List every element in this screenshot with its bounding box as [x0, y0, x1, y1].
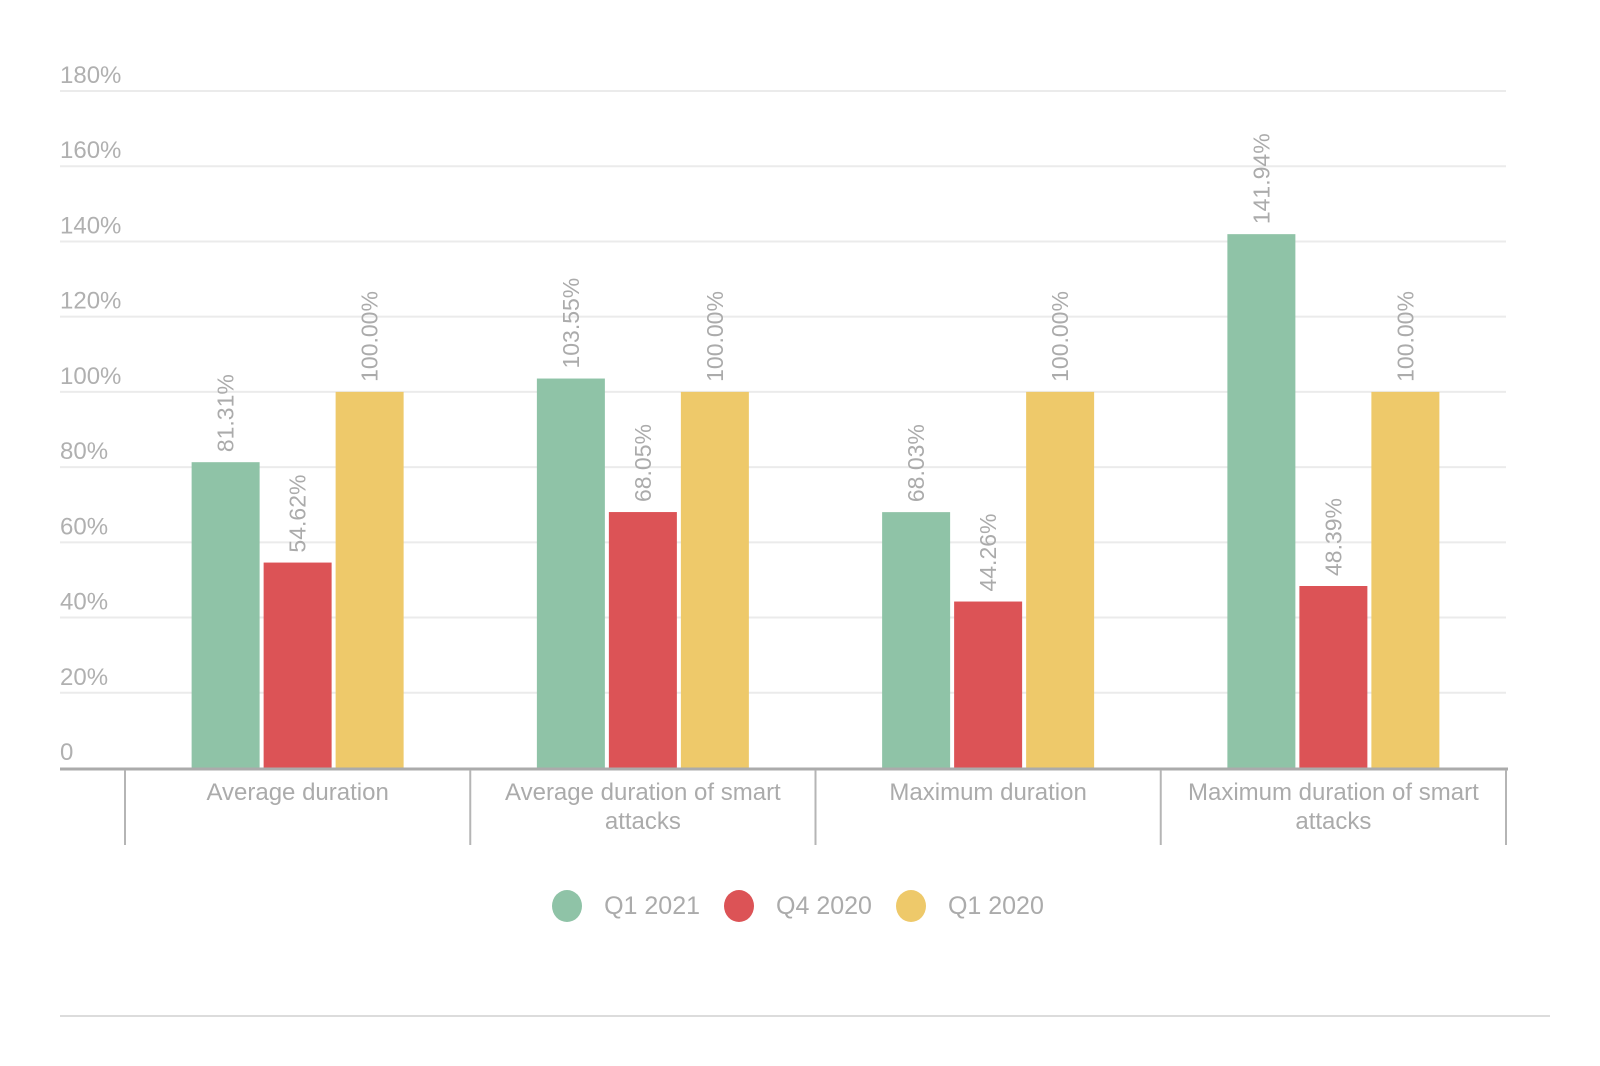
- bottom-divider: [60, 1015, 1550, 1017]
- legend-item-q1-2021[interactable]: Q1 2021: [552, 890, 700, 922]
- data-label: 68.05%: [630, 424, 656, 502]
- data-label: 68.03%: [903, 424, 929, 502]
- legend-label: Q1 2021: [604, 891, 701, 920]
- x-category-label: Average duration: [206, 779, 388, 806]
- bar: [1299, 585, 1368, 768]
- legend-swatch-q1-2020: [895, 890, 926, 922]
- y-tick-label: 0: [60, 739, 73, 766]
- data-label: 48.39%: [1320, 498, 1346, 576]
- y-tick-label: 40%: [60, 589, 108, 616]
- bar: [191, 462, 260, 768]
- x-category-label: Maximum duration: [889, 779, 1086, 806]
- y-tick-label: 100%: [60, 363, 121, 390]
- data-label: 44.26%: [975, 514, 1001, 592]
- y-tick-label: 120%: [60, 288, 121, 315]
- bar: [335, 391, 404, 768]
- x-category-label: Maximum duration of smart: [1188, 779, 1479, 806]
- x-category-label: Average duration of smart: [505, 779, 781, 806]
- legend: Q1 2021 Q4 2020 Q1 2020: [0, 890, 1600, 922]
- bar: [263, 562, 332, 768]
- bar: [680, 391, 749, 768]
- bar: [1026, 391, 1095, 768]
- data-label: 54.62%: [285, 475, 311, 553]
- y-tick-label: 160%: [60, 137, 121, 164]
- data-label: 103.55%: [558, 278, 584, 369]
- legend-item-q4-2020[interactable]: Q4 2020: [724, 890, 872, 922]
- data-label: 100.00%: [702, 291, 728, 382]
- data-label: 100.00%: [357, 291, 383, 382]
- data-label: 100.00%: [1047, 291, 1073, 382]
- y-tick-label: 20%: [60, 664, 108, 691]
- y-tick-label: 140%: [60, 212, 121, 239]
- data-label: 100.00%: [1392, 291, 1418, 382]
- data-label: 141.94%: [1248, 133, 1274, 224]
- y-tick-label: 180%: [60, 62, 121, 89]
- bar: [1227, 234, 1296, 768]
- y-tick-label: 60%: [60, 513, 108, 540]
- legend-swatch-q1-2021: [552, 890, 583, 922]
- legend-item-q1-2020[interactable]: Q1 2020: [895, 890, 1044, 922]
- legend-label: Q4 2020: [776, 891, 872, 920]
- bar: [954, 601, 1023, 768]
- bar: [608, 512, 677, 768]
- x-category-label: attacks: [1295, 808, 1371, 835]
- y-tick-label: 80%: [60, 438, 108, 465]
- bar: [1371, 391, 1440, 768]
- data-label: 81.31%: [213, 374, 239, 452]
- legend-swatch-q4-2020: [724, 890, 755, 922]
- bar: [536, 378, 605, 768]
- x-category-label: attacks: [605, 808, 681, 835]
- legend-label: Q1 2020: [947, 891, 1044, 920]
- bar: [882, 512, 951, 768]
